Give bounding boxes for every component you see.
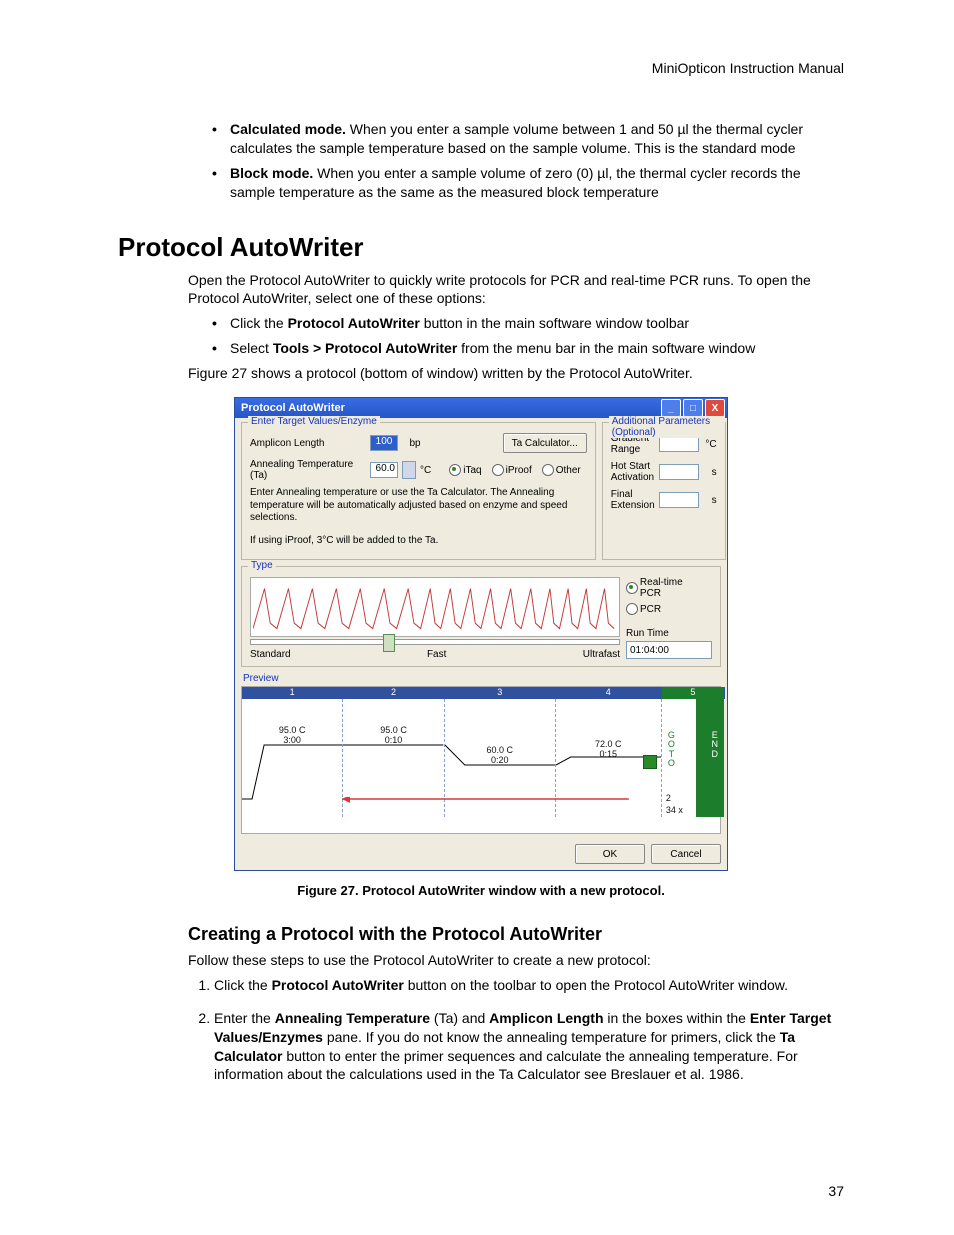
note-2: If using iProof, 3°C will be added to th… xyxy=(250,535,587,548)
section-title: Protocol AutoWriter xyxy=(118,232,844,263)
open-options: Click the Protocol AutoWriter button in … xyxy=(212,314,844,358)
runtime-label: Run Time xyxy=(626,628,712,639)
finalext-input[interactable] xyxy=(659,492,699,508)
page-number: 37 xyxy=(828,1183,844,1199)
type-legend: Type xyxy=(248,560,276,571)
speed-slider[interactable] xyxy=(250,639,620,645)
window-title: Protocol AutoWriter xyxy=(241,402,345,414)
amplicon-label: Amplicon Length xyxy=(250,438,366,449)
speed-waveform xyxy=(250,577,620,637)
note-1: Enter Annealing temperature or use the T… xyxy=(250,487,587,525)
close-icon[interactable]: X xyxy=(705,399,725,417)
fig-ref: Figure 27 shows a protocol (bottom of wi… xyxy=(188,364,844,383)
target-legend: Enter Target Values/Enzyme xyxy=(248,416,380,427)
maximize-icon[interactable]: □ xyxy=(683,399,703,417)
minimize-icon[interactable]: _ xyxy=(661,399,681,417)
titlebar: Protocol AutoWriter _ □ X xyxy=(235,398,727,418)
page-header: MiniOpticon Instruction Manual xyxy=(118,60,844,76)
gradient-input[interactable] xyxy=(659,436,699,452)
ta-calculator-button[interactable]: Ta Calculator... xyxy=(503,433,587,453)
radio-iproof[interactable]: iProof xyxy=(492,464,532,476)
cancel-button[interactable]: Cancel xyxy=(651,844,721,864)
target-values-pane: Enter Target Values/Enzyme Amplicon Leng… xyxy=(241,422,596,560)
anneal-input[interactable]: 60.0 xyxy=(370,462,398,478)
additional-params-pane: Additional Parameters (Optional) Gradien… xyxy=(602,422,726,560)
goto-arrow-icon xyxy=(342,797,629,813)
seg-5: G O T O E N D 2 34 x xyxy=(662,699,724,817)
plate-read-icon xyxy=(643,755,657,769)
mode-bullets: Calculated mode. When you enter a sample… xyxy=(212,120,844,202)
amplicon-input[interactable]: 100 xyxy=(370,435,398,451)
hotstart-input[interactable] xyxy=(659,464,699,480)
radio-realtime[interactable]: Real-time PCR xyxy=(626,577,706,599)
anneal-label: Annealing Temperature (Ta) xyxy=(250,459,366,481)
type-pane: Type Standard Fast Ultrafast xyxy=(241,566,721,667)
additional-legend: Additional Parameters (Optional) xyxy=(609,416,725,438)
autowriter-window: Protocol AutoWriter _ □ X Enter Target V… xyxy=(234,397,728,871)
radio-pcr[interactable]: PCR xyxy=(626,603,661,615)
slider-thumb[interactable] xyxy=(383,634,395,652)
intro-para: Open the Protocol AutoWriter to quickly … xyxy=(188,271,844,309)
radio-other[interactable]: Other xyxy=(542,464,581,476)
anneal-spinner[interactable] xyxy=(402,461,416,479)
steps-list: Click the Protocol AutoWriter button on … xyxy=(188,976,844,1084)
preview-pane: 12345 95.0 C3:00 95.0 C0:10 60.0 C0:20 7… xyxy=(241,686,721,834)
runtime-value: 01:04:00 xyxy=(626,641,712,659)
steps-intro: Follow these steps to use the Protocol A… xyxy=(188,951,844,970)
preview-label: Preview xyxy=(243,673,727,684)
ok-button[interactable]: OK xyxy=(575,844,645,864)
seg-1: 95.0 C3:00 xyxy=(242,699,343,817)
radio-itaq[interactable]: iTaq xyxy=(449,464,481,476)
figure-caption: Figure 27. Protocol AutoWriter window wi… xyxy=(118,883,844,898)
subsection-title: Creating a Protocol with the Protocol Au… xyxy=(188,924,844,945)
